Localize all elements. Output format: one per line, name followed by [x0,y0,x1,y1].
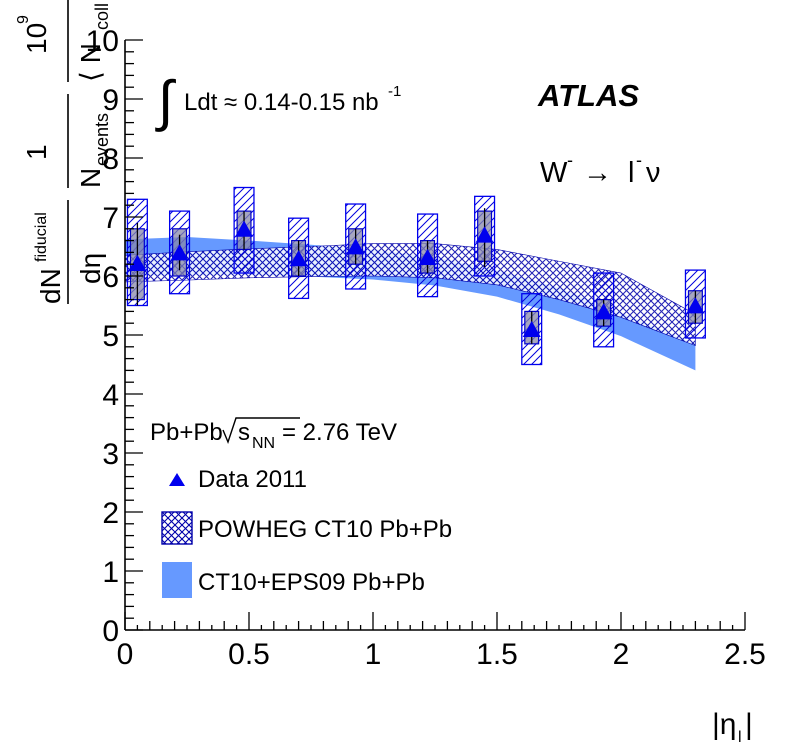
system-nn: NN [252,435,275,452]
legend-label-powheg: POWHEG CT10 Pb+Pb [198,516,452,543]
data-point [416,213,439,298]
process-w: W [540,157,568,189]
data-marker [594,303,613,320]
legend-marker-data [169,473,185,486]
y-tick-label: 6 [102,261,119,294]
lumi-superscript: -1 [388,83,401,100]
data-marker [128,254,147,271]
data-point [233,186,255,274]
y-tick-label: 7 [102,202,119,235]
data-marker [522,320,541,338]
x-tick-label: 0 [117,638,134,671]
system-energy: = 2.76 TeV [282,419,397,446]
integral-symbol: ∫ [155,69,176,132]
data-marker [289,250,308,267]
y-tick-label: 1 [102,556,119,589]
x-axis-title: |η l | [712,708,753,746]
process-lepton-sup: - [636,150,642,170]
process-nu: ν [646,157,661,189]
y-tick-label: 4 [102,379,119,412]
y-tick-label: 5 [102,320,119,353]
data-marker [170,244,189,261]
powheg-band [124,243,696,347]
x-tick-label: 2 [613,638,630,671]
y-title-ncoll: ⟨ N [75,43,106,82]
data-point [593,272,615,348]
x-title-close: | [745,708,753,741]
lumi-label: Ldt ≈ 0.14-0.15 nb [184,89,379,116]
y-tick-label: 0 [102,615,119,648]
annotations: ∫ Ldt ≈ 0.14-0.15 nb -1 ATLAS W - → l - … [150,69,661,452]
y-title-nine: 9 [15,15,32,24]
legend-marker-eps09 [162,562,192,598]
x-title-sub: l [738,729,742,746]
y-axis-title: dN fiducial dη 1 N events 10 9 ⟨ N coll … [15,0,112,304]
y-title-deta: dη [75,253,106,284]
y-tick-label: 9 [102,84,119,117]
legend-label-data: Data 2011 [198,466,307,493]
legend-label-eps09: CT10+EPS09 Pb+Pb [198,569,425,596]
data-point [474,195,496,277]
y-tick-label: 3 [102,438,119,471]
data-marker [418,248,437,266]
y-tick-label: 8 [102,143,119,176]
x-tick-label: 1 [365,638,382,671]
system-prefix: Pb+Pb [150,419,223,446]
x-tick-label: 1.5 [476,638,518,671]
y-title-nevents: N [75,168,106,188]
theory-bands [124,237,696,371]
process-lepton: l [628,157,634,189]
y-title-nevents-sub: events [92,113,112,166]
y-title-ncoll-sub: coll [92,3,112,30]
x-tick-label: 2.5 [724,638,766,671]
data-point [168,210,191,295]
y-title-ten: 10 [21,23,52,54]
x-title-eta: |η [712,708,736,741]
system-s: s [238,419,250,446]
data-marker [475,226,494,243]
y-title-fiducial: fiducial [33,212,50,262]
tick-labels: 0 1 2 3 4 5 6 7 8 9 10 0 0.5 1 1.5 2 2.5 [86,25,766,671]
process-w-sup: - [567,150,573,170]
data-point [521,293,543,366]
data-point [288,217,310,300]
data-point [126,198,148,307]
atlas-label: ATLAS [537,78,639,113]
data-marker [235,220,254,237]
process-arrow: → [583,157,612,189]
data-point [684,269,706,339]
y-tick-label: 10 [86,25,119,58]
legend-marker-powheg [161,511,193,545]
y-title-one: 1 [21,144,52,160]
y-title-dN: dN [35,268,66,304]
y-tick-label: 2 [102,497,119,530]
data-points [126,186,706,366]
legend: Data 2011 POWHEG CT10 Pb+Pb CT10+EPS09 P… [161,466,452,598]
data-marker [686,297,705,314]
axes [124,39,746,631]
data-point [345,203,367,290]
data-marker [346,238,365,255]
x-tick-label: 0.5 [228,638,270,671]
